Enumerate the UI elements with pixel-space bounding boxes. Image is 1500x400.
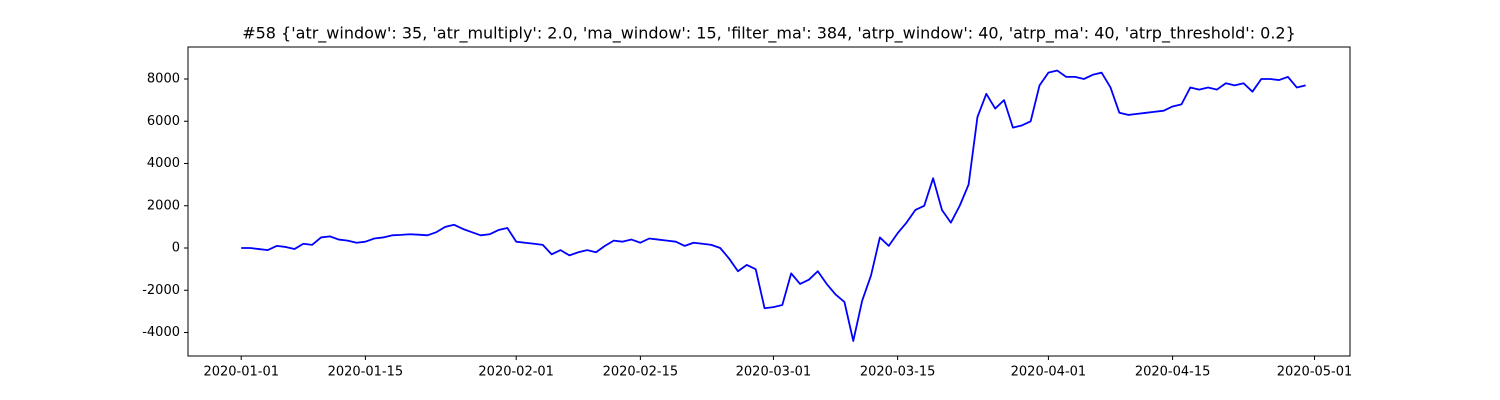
x-tick-label: 2020-02-15 xyxy=(603,365,679,380)
y-tick-label: -2000 xyxy=(142,283,180,298)
x-tick-label: 2020-04-15 xyxy=(1135,365,1211,380)
y-tick-label: 6000 xyxy=(147,114,180,129)
x-tick-label: 2020-01-15 xyxy=(328,365,404,380)
plot-frame xyxy=(187,46,1351,357)
chart-title: #58 {'atr_window': 35, 'atr_multiply': 2… xyxy=(242,24,1296,44)
y-tick-label: 4000 xyxy=(147,156,180,171)
data-line xyxy=(241,69,1306,342)
x-tick-label: 2020-02-01 xyxy=(478,365,554,380)
x-tick-label: 2020-03-15 xyxy=(860,365,936,380)
x-tick-label: 2020-01-01 xyxy=(203,365,279,380)
y-tick-label: 0 xyxy=(172,241,180,256)
x-tick-label: 2020-04-01 xyxy=(1011,365,1087,380)
y-tick-label: 2000 xyxy=(147,198,180,213)
y-tick-label: -4000 xyxy=(142,325,180,340)
y-tick-label: 8000 xyxy=(147,72,180,87)
x-tick-label: 2020-03-01 xyxy=(736,365,812,380)
x-tick-label: 2020-05-01 xyxy=(1277,365,1353,380)
